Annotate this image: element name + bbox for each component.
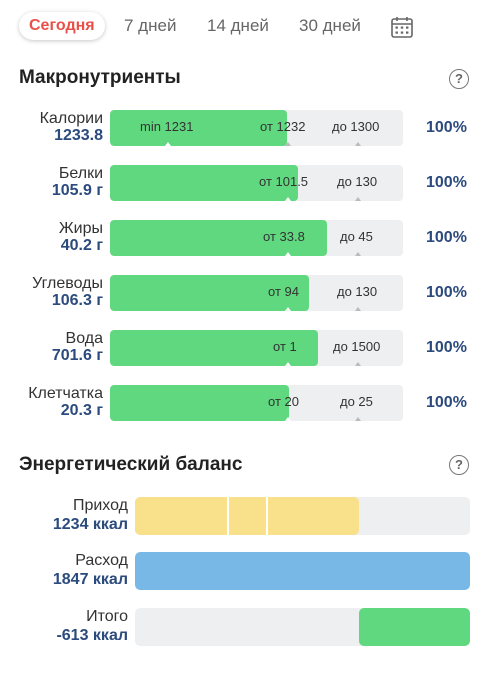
macros-help-icon[interactable]: ? xyxy=(449,69,469,89)
macro-range-label: до 25 xyxy=(340,394,373,409)
macro-range-tick xyxy=(285,197,291,201)
energy-bar-fill xyxy=(358,608,470,646)
tab-30-days[interactable]: 30 дней xyxy=(299,16,361,35)
energy-value: 1234 ккал xyxy=(52,516,128,533)
macro-range-label: от 33.8 xyxy=(263,229,305,244)
energy-title: Энергетический баланс xyxy=(19,454,243,475)
macro-row[interactable]: Углеводы 106.3 г от 94 до 130 100% xyxy=(0,275,488,311)
macro-progress-bar: от 20 до 25 xyxy=(110,385,403,421)
macro-progress-fill xyxy=(110,110,288,146)
tab-14-days[interactable]: 14 дней xyxy=(207,16,269,35)
energy-row[interactable]: Расход 1847 ккал xyxy=(0,552,488,590)
macro-name: Вода xyxy=(65,330,103,347)
macro-name: Клетчатка xyxy=(28,385,103,402)
energy-name: Расход xyxy=(75,552,128,569)
energy-row[interactable]: Итого -613 ккал xyxy=(0,608,488,646)
macro-progress-bar: от 33.8 до 45 xyxy=(110,220,403,256)
energy-name: Итого xyxy=(86,608,128,625)
macro-percent: 100% xyxy=(426,339,467,356)
macro-name: Белки xyxy=(58,165,103,182)
energy-help-icon[interactable]: ? xyxy=(449,455,469,475)
macro-range-label: min 1231 xyxy=(140,119,194,134)
tab-today[interactable]: Сегодня xyxy=(19,12,105,40)
macro-progress-fill xyxy=(110,275,310,311)
macro-range-label: от 101.5 xyxy=(259,174,309,189)
macro-range-label: до 45 xyxy=(340,229,373,244)
macro-value: 701.6 г xyxy=(51,347,103,364)
macro-range-label: до 1500 xyxy=(333,339,381,354)
energy-bar-divider xyxy=(266,497,268,535)
energy-bar xyxy=(135,552,470,590)
macro-value: 105.9 г xyxy=(51,182,103,199)
macro-value: 20.3 г xyxy=(60,402,103,419)
energy-bar-fill xyxy=(135,552,470,590)
macro-range-label: от 20 xyxy=(268,394,299,409)
macro-progress-fill xyxy=(110,330,319,366)
macro-progress-fill xyxy=(110,165,298,201)
macro-value: 40.2 г xyxy=(60,237,103,254)
energy-bar xyxy=(135,608,470,646)
tab-7-days[interactable]: 7 дней xyxy=(124,16,177,35)
macro-range-tick xyxy=(355,362,361,366)
macro-range-tick xyxy=(285,417,291,421)
macro-range-tick xyxy=(355,307,361,311)
period-tabs: Сегодня 7 дней 14 дней 30 дней xyxy=(0,0,488,52)
macro-row[interactable]: Жиры 40.2 г от 33.8 до 45 100% xyxy=(0,220,488,256)
macro-range-label: от 1 xyxy=(273,339,297,354)
macros-title: Макронутриенты xyxy=(19,67,181,88)
energy-value: -613 ккал xyxy=(56,627,128,644)
macro-progress-bar: от 1 до 1500 xyxy=(110,330,403,366)
macro-row[interactable]: Калории 1233.8 min 1231 от 1232 до 1300 100% xyxy=(0,110,488,146)
macro-percent: 100% xyxy=(426,119,467,136)
macro-row[interactable]: Клетчатка 20.3 г от 20 до 25 100% xyxy=(0,385,488,421)
energy-bar-fill xyxy=(135,497,359,535)
energy-bar xyxy=(135,497,470,535)
macro-range-label: до 1300 xyxy=(332,119,380,134)
macro-name: Калории xyxy=(39,110,103,127)
macro-range-tick xyxy=(165,142,171,146)
macro-range-tick xyxy=(355,417,361,421)
macro-range-label: от 94 xyxy=(268,284,299,299)
macro-name: Углеводы xyxy=(32,275,103,292)
macro-percent: 100% xyxy=(426,229,467,246)
macro-name: Жиры xyxy=(58,220,103,237)
calendar-icon[interactable] xyxy=(390,15,414,39)
macro-range-tick xyxy=(355,142,361,146)
macro-progress-bar: от 101.5 до 130 xyxy=(110,165,403,201)
macro-progress-fill xyxy=(110,220,327,256)
macro-percent: 100% xyxy=(426,394,467,411)
macro-row[interactable]: Вода 701.6 г от 1 до 1500 100% xyxy=(0,330,488,366)
macro-percent: 100% xyxy=(426,284,467,301)
macro-range-tick xyxy=(355,252,361,256)
macro-range-tick xyxy=(285,142,291,146)
macro-row[interactable]: Белки 105.9 г от 101.5 до 130 100% xyxy=(0,165,488,201)
macro-value: 1233.8 xyxy=(54,127,103,144)
macro-range-tick xyxy=(285,307,291,311)
macro-progress-bar: min 1231 от 1232 до 1300 xyxy=(110,110,403,146)
macro-range-label: до 130 xyxy=(337,284,378,299)
macro-range-label: до 130 xyxy=(337,174,378,189)
energy-row[interactable]: Приход 1234 ккал xyxy=(0,497,488,535)
macro-range-tick xyxy=(355,197,361,201)
energy-name: Приход xyxy=(72,497,128,514)
macro-value: 106.3 г xyxy=(51,292,103,309)
energy-bar-divider xyxy=(227,497,229,535)
macro-range-tick xyxy=(285,252,291,256)
energy-value: 1847 ккал xyxy=(52,571,128,588)
macro-progress-bar: от 94 до 130 xyxy=(110,275,403,311)
macro-percent: 100% xyxy=(426,174,467,191)
macro-range-label: от 1232 xyxy=(260,119,306,134)
macro-range-tick xyxy=(285,362,291,366)
macro-progress-fill xyxy=(110,385,289,421)
